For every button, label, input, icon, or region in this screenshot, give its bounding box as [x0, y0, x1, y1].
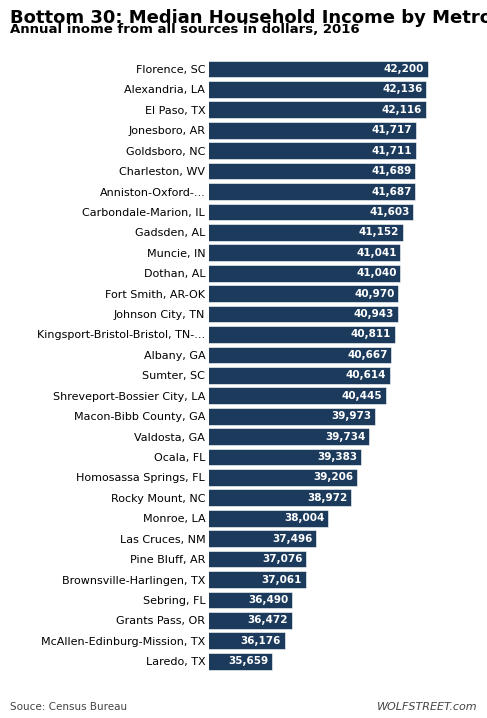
Bar: [0, 347, 391, 363]
Text: 42,136: 42,136: [382, 85, 423, 94]
Text: 37,496: 37,496: [272, 533, 313, 544]
Bar: [0, 265, 400, 281]
Bar: [0, 224, 403, 241]
Text: 41,689: 41,689: [372, 166, 412, 176]
Text: 40,667: 40,667: [347, 350, 388, 360]
Text: 35,659: 35,659: [229, 656, 269, 666]
Bar: [0, 469, 356, 486]
Text: 40,970: 40,970: [355, 289, 395, 299]
Text: WOLFSTREET.com: WOLFSTREET.com: [376, 702, 477, 712]
Bar: [0, 490, 351, 506]
Bar: [0, 633, 285, 649]
Text: 39,383: 39,383: [317, 452, 357, 462]
Bar: [0, 326, 394, 342]
Text: 36,176: 36,176: [241, 636, 281, 645]
Bar: [0, 571, 306, 588]
Bar: [0, 367, 390, 383]
Bar: [0, 60, 428, 78]
Bar: [0, 163, 415, 180]
Bar: [0, 653, 272, 670]
Text: Annual inome from all sources in dollars, 2016: Annual inome from all sources in dollars…: [10, 23, 359, 36]
Text: 39,973: 39,973: [331, 411, 371, 421]
Bar: [0, 510, 328, 526]
Text: 40,445: 40,445: [342, 391, 382, 401]
Bar: [0, 285, 398, 302]
Bar: [0, 408, 375, 424]
Bar: [0, 428, 369, 445]
Bar: [0, 183, 415, 200]
Bar: [0, 531, 316, 547]
Text: 38,972: 38,972: [307, 493, 348, 503]
Bar: [0, 122, 416, 139]
Text: 41,687: 41,687: [372, 187, 412, 197]
Bar: [0, 101, 426, 118]
Bar: [0, 388, 386, 404]
Text: 36,490: 36,490: [248, 595, 289, 605]
Text: 41,152: 41,152: [359, 228, 399, 238]
Text: 42,116: 42,116: [382, 105, 422, 115]
Text: 41,603: 41,603: [370, 207, 410, 217]
Text: 39,734: 39,734: [325, 432, 366, 442]
Text: 40,943: 40,943: [354, 309, 394, 319]
Bar: [0, 81, 426, 98]
Bar: [0, 306, 398, 322]
Text: 37,076: 37,076: [262, 554, 302, 564]
Bar: [0, 204, 413, 220]
Bar: [0, 244, 400, 261]
Text: 42,200: 42,200: [384, 64, 424, 74]
Bar: [0, 551, 306, 567]
Text: 41,041: 41,041: [356, 248, 396, 258]
Bar: [0, 592, 292, 608]
Text: 38,004: 38,004: [284, 513, 324, 523]
Bar: [0, 142, 416, 159]
Text: Souce: Census Bureau: Souce: Census Bureau: [10, 702, 127, 712]
Text: 39,206: 39,206: [313, 472, 353, 482]
Text: Bottom 30: Median Household Income by Metro: Bottom 30: Median Household Income by Me…: [10, 9, 487, 27]
Text: 40,811: 40,811: [351, 330, 391, 340]
Text: 37,061: 37,061: [262, 574, 302, 584]
Text: 41,711: 41,711: [372, 146, 412, 156]
Text: 41,717: 41,717: [372, 125, 412, 135]
Text: 41,040: 41,040: [356, 269, 396, 278]
Bar: [0, 449, 361, 465]
Bar: [0, 612, 292, 629]
Text: 36,472: 36,472: [248, 615, 288, 625]
Text: 40,614: 40,614: [346, 370, 386, 381]
